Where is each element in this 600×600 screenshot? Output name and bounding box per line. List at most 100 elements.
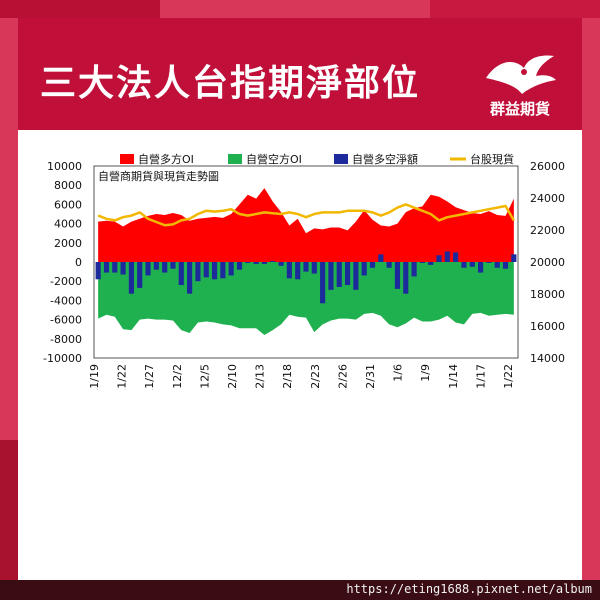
x-tick-label: 12/18: [281, 364, 294, 390]
net-bar: [353, 262, 359, 290]
net-bar: [328, 262, 334, 290]
x-tick-label: 12/2: [171, 364, 184, 389]
legend-label: 自營多空淨額: [352, 152, 418, 166]
net-bar: [502, 262, 509, 269]
x-tick-label: 1/17: [474, 364, 487, 389]
net-bar: [120, 262, 126, 275]
net-bar: [436, 255, 442, 262]
net-bar: [453, 252, 459, 262]
net-bar: [162, 262, 168, 273]
net-bar: [344, 262, 351, 286]
net-bar: [428, 262, 434, 265]
net-bar: [411, 262, 417, 277]
x-tick-label: 12/10: [226, 364, 239, 390]
legend-swatch: [334, 154, 348, 164]
y-right-tick-label: 20000: [530, 256, 565, 269]
y-left-tick-label: 2000: [54, 237, 82, 250]
net-bar: [469, 262, 475, 267]
x-tick-label: 12/26: [336, 364, 349, 390]
plot-frame: [93, 165, 519, 359]
legend-label: 自營空方OI: [246, 152, 302, 166]
net-bar: [236, 262, 243, 270]
net-bar: [187, 262, 193, 294]
x-tick-label: 1/22: [502, 364, 515, 389]
net-bar: [220, 262, 226, 279]
net-bar: [286, 262, 292, 279]
net-bar: [461, 262, 467, 268]
x-tick-label: 12/31: [364, 364, 377, 390]
bird-logo-icon: [486, 55, 556, 94]
decorative-shade: [0, 440, 18, 580]
net-bar: [386, 262, 392, 268]
net-bar: [419, 262, 425, 263]
y-left-tick-label: -2000: [50, 275, 82, 288]
net-bar: [145, 262, 151, 276]
y-right-tick-label: 26000: [530, 160, 565, 173]
y-left-tick-label: 4000: [54, 218, 82, 231]
series-area-long: [98, 188, 514, 262]
y-left-tick-label: -10000: [43, 352, 82, 365]
decorative-stripe: [430, 0, 600, 18]
net-bar: [178, 262, 184, 286]
net-bar: [253, 262, 259, 264]
net-bar: [95, 262, 101, 280]
y-right-tick-label: 24000: [530, 192, 565, 205]
net-bar: [295, 262, 301, 280]
net-bar: [486, 262, 492, 263]
y-left-tick-label: 8000: [54, 179, 82, 192]
page-title: 三大法人台指期淨部位: [40, 63, 421, 104]
net-bar: [128, 262, 134, 294]
net-bar: [444, 251, 450, 262]
y-left-tick-label: 6000: [54, 198, 82, 211]
net-bar: [311, 262, 317, 274]
y-right-tick-label: 18000: [530, 288, 565, 301]
net-bar: [494, 262, 500, 268]
brand-name: 群益期貨: [489, 100, 550, 118]
footer-url: https://eting1688.pixnet.net/album: [346, 582, 592, 596]
net-bar: [394, 262, 401, 289]
y-right-tick-label: 14000: [530, 352, 565, 365]
y-left-tick-label: -6000: [50, 314, 82, 327]
y-left-tick-label: 10000: [47, 160, 82, 173]
x-tick-label: 12/23: [309, 364, 322, 390]
x-tick-label: 12/13: [254, 364, 267, 390]
legend-label: 自營多方OI: [138, 152, 194, 166]
x-tick-label: 11/19: [88, 364, 101, 390]
net-bar: [270, 261, 276, 262]
x-tick-label: 1/14: [447, 364, 460, 389]
net-bar: [336, 262, 342, 287]
net-bar: [511, 254, 517, 262]
y-right-tick-label: 22000: [530, 224, 565, 237]
x-tick-label: 11/27: [143, 364, 156, 390]
chart-subtitle: 自營商期貨與現貨走勢圖: [98, 169, 219, 183]
net-bar: [261, 262, 268, 264]
net-bar: [228, 262, 234, 276]
y-right-tick-label: 16000: [530, 320, 565, 333]
net-bar: [153, 262, 159, 270]
net-bar: [137, 262, 143, 288]
net-bar: [369, 262, 376, 268]
x-tick-label: 1/6: [392, 364, 405, 382]
net-bar: [103, 262, 110, 273]
y-left-tick-label: -4000: [50, 294, 82, 307]
net-bar: [112, 262, 118, 273]
net-bar: [203, 262, 209, 278]
y-left-tick-label: -8000: [50, 333, 82, 346]
net-bar: [361, 262, 367, 276]
series-area-short: [98, 262, 514, 335]
chart-panel: [18, 130, 582, 580]
legend-swatch: [120, 154, 134, 164]
x-tick-label: 12/5: [198, 364, 211, 389]
brand-logo: 群益期貨: [480, 48, 560, 120]
x-tick-label: 11/22: [116, 364, 129, 390]
y-left-tick-label: 0: [75, 256, 82, 269]
net-bar: [320, 262, 326, 304]
net-bar: [278, 262, 284, 266]
legend-swatch: [228, 154, 242, 164]
net-bar: [378, 254, 384, 262]
series-line-index: [97, 203, 515, 227]
net-bar: [211, 262, 218, 280]
net-bar: [403, 262, 409, 294]
net-bar: [303, 262, 309, 272]
